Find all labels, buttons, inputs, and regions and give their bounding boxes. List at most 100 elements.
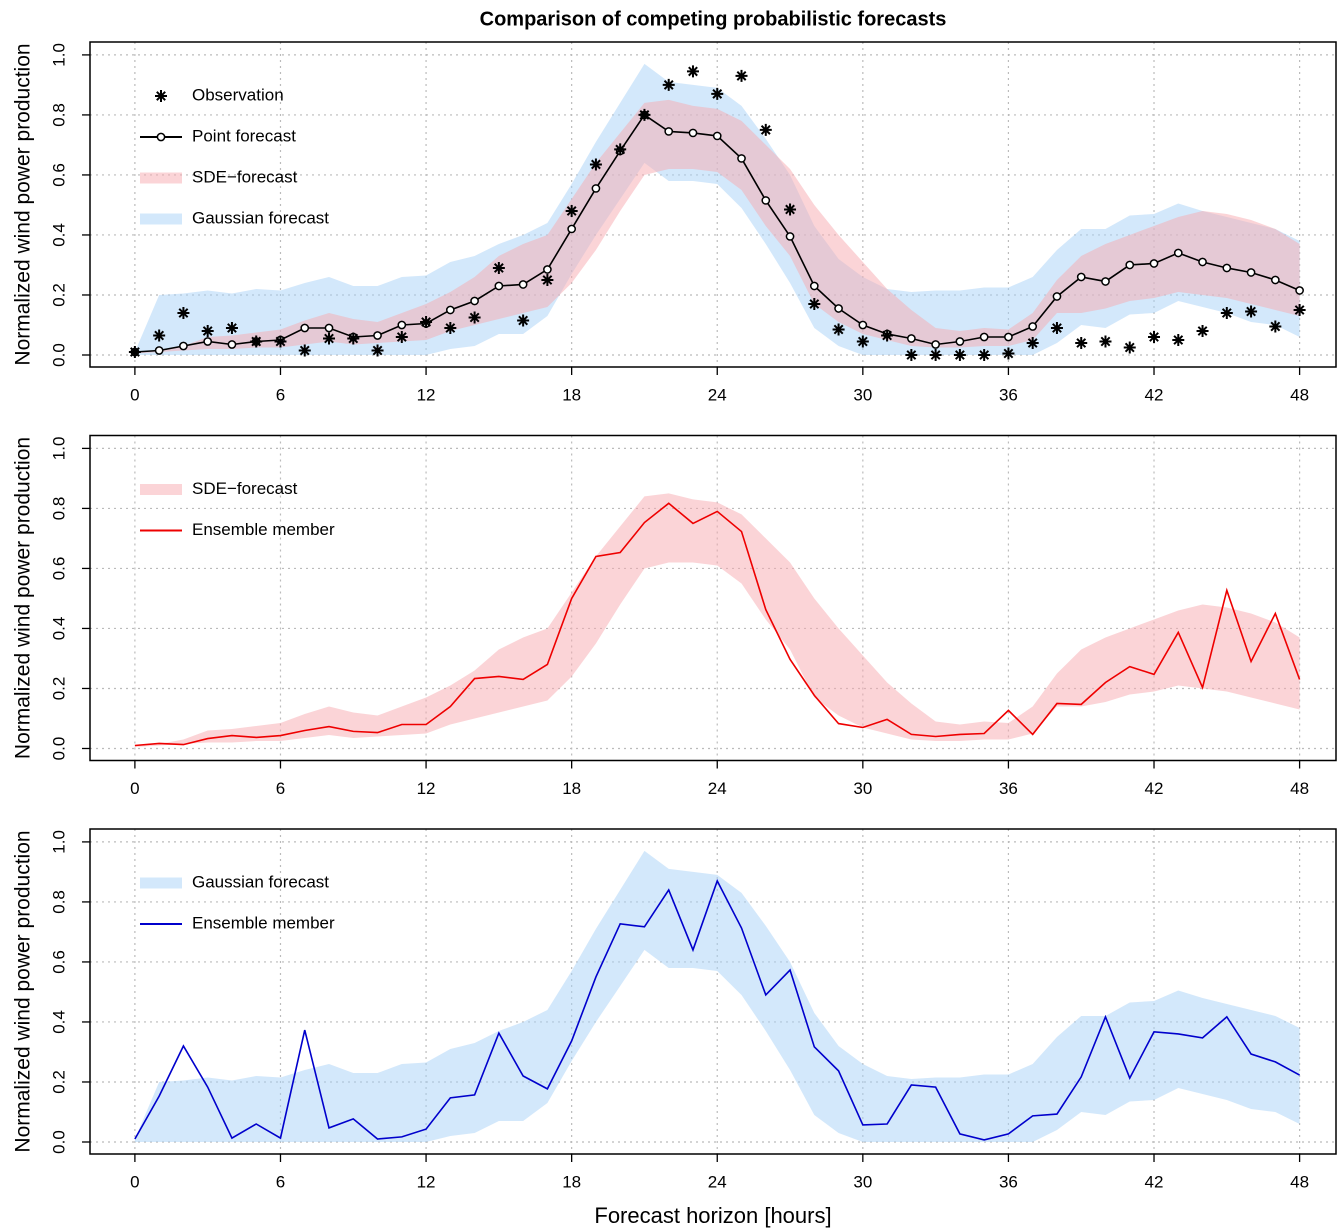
- point-marker: [1149, 259, 1159, 268]
- y-axis-label: Normalized wind power production: [12, 437, 35, 759]
- observation-point: [541, 273, 554, 286]
- y-tick-label: 0.4: [49, 1010, 68, 1034]
- observation-point: [274, 335, 287, 348]
- x-tick-label: 42: [1145, 385, 1164, 404]
- point-marker: [445, 305, 455, 315]
- x-tick-label: 48: [1290, 1172, 1309, 1191]
- point-marker: [591, 184, 601, 193]
- x-tick-label: 24: [708, 1172, 727, 1191]
- point-marker: [1222, 263, 1232, 273]
- point-marker: [737, 154, 746, 163]
- x-tick-label: 48: [1290, 385, 1309, 404]
- observation-point: [323, 332, 336, 345]
- point-marker: [955, 337, 965, 346]
- observation-point: [420, 315, 433, 328]
- point-marker: [664, 127, 674, 136]
- point-marker: [712, 131, 722, 141]
- y-axis-label: Normalized wind power production: [12, 830, 35, 1152]
- observation-point: [759, 123, 772, 136]
- observation-point: [953, 348, 966, 361]
- point-marker: [227, 340, 237, 349]
- observation-point: [808, 297, 821, 310]
- y-tick-label: 1.0: [49, 437, 68, 461]
- point-marker: [543, 265, 552, 274]
- observation-point: [153, 329, 166, 342]
- point-marker: [1295, 286, 1304, 295]
- point-marker: [688, 128, 698, 138]
- x-tick-label: 30: [853, 779, 872, 798]
- y-tick-label: 0.0: [49, 1130, 68, 1154]
- point-marker: [1198, 257, 1207, 267]
- point-marker: [931, 340, 940, 349]
- x-tick-label: 42: [1145, 1172, 1164, 1191]
- observation-point: [711, 87, 724, 100]
- x-tick-label: 0: [130, 779, 139, 798]
- point-marker: [518, 280, 528, 289]
- y-tick-label: 0.2: [49, 1070, 68, 1094]
- x-tick-label: 6: [276, 385, 285, 404]
- y-tick-label: 0.6: [49, 163, 68, 187]
- point-marker: [809, 281, 819, 291]
- observation-point: [492, 261, 505, 274]
- y-axis-label: Normalized wind power production: [12, 43, 35, 365]
- observation-point: [978, 348, 991, 361]
- point-marker: [154, 346, 164, 355]
- x-tick-label: 12: [417, 385, 436, 404]
- point-marker: [1052, 292, 1062, 301]
- observation-point: [589, 158, 602, 171]
- observation-point: [177, 306, 190, 319]
- observation-point: [1245, 305, 1258, 318]
- legend-swatch: [156, 132, 166, 142]
- plot-frame: [89, 828, 1337, 1155]
- x-tick-label: 24: [708, 385, 727, 404]
- y-tick-label: 0.0: [49, 343, 68, 367]
- point-marker: [179, 341, 188, 351]
- observation-point: [1002, 347, 1015, 360]
- forecast-band: [134, 850, 1300, 1142]
- x-tick-label: 36: [999, 779, 1018, 798]
- point-marker: [1173, 248, 1183, 258]
- observation-point: [905, 348, 918, 361]
- y-tick-label: 1.0: [49, 830, 68, 854]
- observation-point: [614, 143, 627, 156]
- x-tick-label: 36: [999, 1172, 1018, 1191]
- x-tick-label: 18: [562, 385, 581, 404]
- observation-point: [1148, 330, 1161, 343]
- series-line: [134, 878, 1300, 1141]
- x-tick-label: 36: [999, 385, 1018, 404]
- legend-label: SDE−forecast: [192, 167, 298, 186]
- observation-point: [201, 324, 214, 337]
- legend-swatch: [155, 90, 167, 102]
- x-tick-label: 0: [130, 1172, 139, 1191]
- observation-point: [784, 203, 797, 216]
- observation-point: [1026, 336, 1039, 349]
- legend-label: Ensemble member: [192, 520, 335, 539]
- point-marker: [397, 320, 407, 330]
- y-tick-label: 0.6: [49, 950, 68, 974]
- y-tick-label: 0.4: [49, 223, 68, 247]
- observation-point: [347, 332, 360, 345]
- observation-point: [1099, 335, 1112, 348]
- observation-point: [832, 323, 845, 336]
- legend-label: Gaussian forecast: [192, 872, 329, 891]
- plot-frame: [89, 434, 1337, 762]
- x-axis-label: Forecast horizon [hours]: [594, 1203, 831, 1228]
- observation-point: [444, 321, 457, 334]
- x-tick-label: 18: [562, 1172, 581, 1191]
- point-marker: [203, 337, 213, 346]
- point-marker: [907, 334, 916, 343]
- x-tick-label: 12: [417, 779, 436, 798]
- x-tick-label: 12: [417, 1172, 436, 1191]
- point-marker: [1270, 275, 1280, 285]
- legend-label: Observation: [192, 85, 284, 104]
- point-marker: [834, 304, 843, 313]
- forecast-band: [134, 493, 1300, 747]
- point-marker: [1028, 322, 1038, 331]
- observation-point: [517, 314, 530, 327]
- legend-label: Point forecast: [192, 126, 296, 145]
- legend-label: SDE−forecast: [192, 479, 298, 498]
- point-marker: [1246, 268, 1256, 277]
- observation-point: [1123, 341, 1136, 354]
- point-marker: [761, 196, 771, 205]
